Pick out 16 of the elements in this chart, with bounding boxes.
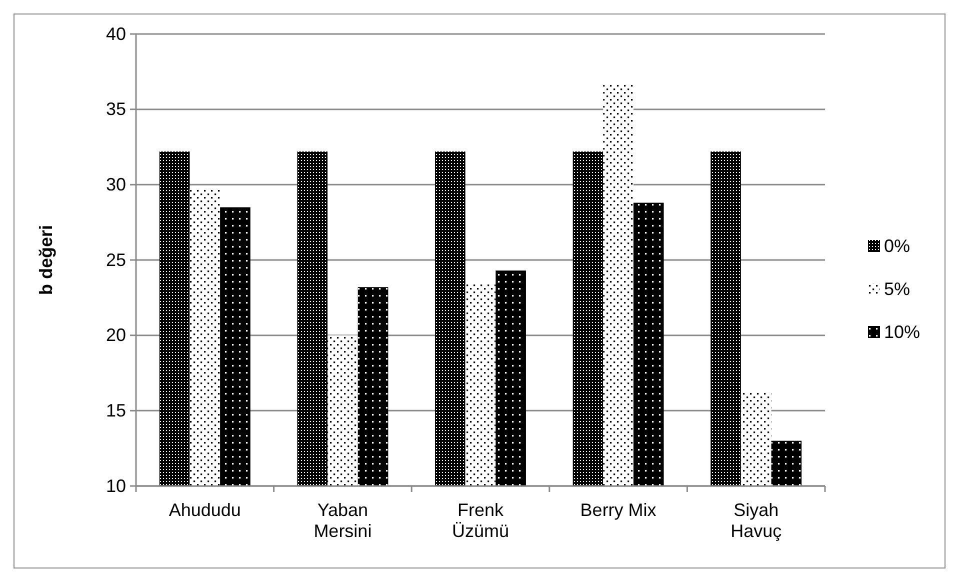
y-tick-label: 25 — [106, 250, 126, 270]
legend-label: 5% — [884, 279, 910, 299]
x-tick-label: Ahududu — [168, 500, 241, 520]
y-tick-label: 10 — [106, 476, 126, 496]
x-tick-label: Frenk Üzümü — [452, 500, 510, 541]
y-tick-label: 40 — [106, 24, 126, 44]
legend-label: 10% — [884, 322, 920, 342]
x-tick-label: Berry Mix — [580, 500, 656, 520]
x-tick-label: Siyah Havuç — [730, 500, 782, 541]
x-tick-label: Yaban Mersini — [314, 500, 372, 541]
y-tick-label: 20 — [106, 325, 126, 346]
y-tick-label: 35 — [106, 99, 126, 120]
legend-label: 0% — [884, 236, 910, 256]
y-tick-label: 15 — [106, 400, 126, 420]
y-axis-title: b değeri — [36, 224, 56, 296]
y-tick-label: 30 — [106, 174, 126, 194]
